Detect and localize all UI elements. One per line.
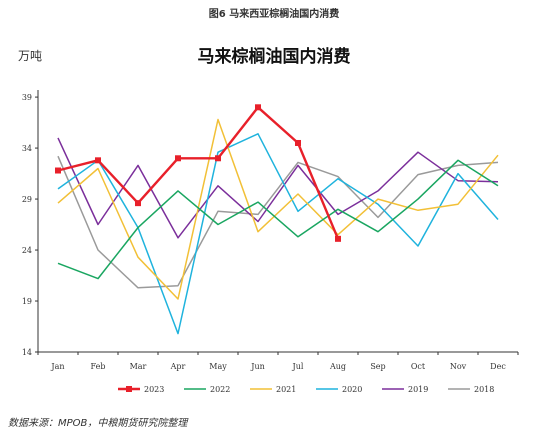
y-tick-label: 39 [22, 93, 32, 102]
series-2022 [57, 159, 499, 280]
x-tick-label: Oct [411, 362, 426, 371]
x-tick-label: Feb [91, 362, 106, 371]
x-tick-label: Nov [450, 362, 467, 371]
y-tick-label: 34 [22, 144, 32, 153]
data-point-2023 [95, 157, 101, 164]
legend-label: 2023 [144, 385, 164, 394]
x-tick-label: Jul [292, 362, 304, 371]
data-point-2023 [335, 235, 341, 242]
series-line-2018 [57, 155, 499, 289]
series-line-2019 [57, 137, 499, 239]
axes: 14 19 24 29 34 39 Jan Feb Mar Apr May Jun Jul Aug Sep O… [22, 90, 519, 371]
x-tick-label: Dec [490, 362, 506, 371]
x-tick-label: Jun [250, 362, 265, 371]
line-chart: 万吨 马来棕榈油国内消费 14 19 24 29 34 39 Jan Feb Mar Apr May… [18, 46, 519, 394]
data-point-2023 [135, 200, 141, 207]
legend-label: 2018 [474, 385, 494, 394]
y-tick-label: 19 [22, 297, 32, 306]
data-point-2023 [215, 155, 221, 162]
x-tick-label: Apr [170, 362, 186, 371]
series-2019 [57, 137, 499, 239]
legend-label: 2022 [210, 385, 230, 394]
data-point-2023 [295, 139, 301, 146]
data-source-note: 数据来源：MPOB，中粮期货研究院整理 [8, 418, 188, 429]
x-tick-label: Aug [329, 362, 346, 371]
legend-item-2021: 2021 [250, 385, 296, 394]
series-2018 [57, 155, 499, 289]
data-point-2023 [175, 155, 181, 162]
y-tick-label: 24 [22, 246, 32, 255]
legend: 2023 2022 2021 2020 2019 2018 [118, 385, 494, 394]
x-tick-label: Jan [50, 362, 64, 371]
x-tick-label: Mar [130, 362, 147, 371]
legend-marker [126, 386, 132, 392]
y-tick-label: 14 [22, 348, 32, 357]
figure-caption: 图6 马来西亚棕榈油国内消费 [208, 9, 340, 20]
legend-item-2020: 2020 [316, 385, 362, 394]
legend-label: 2020 [342, 385, 362, 394]
series-lines [55, 104, 499, 335]
legend-item-2023: 2023 [118, 385, 164, 394]
y-tick-label: 29 [22, 195, 32, 204]
series-2023 [55, 104, 341, 242]
series-line-2021 [57, 118, 499, 300]
series-2020 [57, 133, 499, 335]
x-tick-label: May [209, 362, 227, 371]
x-tick-label: Sep [370, 362, 385, 371]
chart-title: 马来棕榈油国内消费 [198, 46, 351, 67]
legend-label: 2019 [408, 385, 428, 394]
unit-label: 万吨 [18, 49, 42, 63]
legend-item-2019: 2019 [382, 385, 428, 394]
data-point-2023 [55, 167, 61, 174]
series-2021 [57, 118, 499, 300]
series-line-2022 [57, 159, 499, 280]
series-line-2023 [57, 106, 340, 240]
legend-item-2018: 2018 [448, 385, 494, 394]
series-line-2020 [57, 133, 499, 335]
legend-label: 2021 [276, 385, 296, 394]
legend-item-2022: 2022 [184, 385, 230, 394]
data-point-2023 [255, 104, 261, 111]
